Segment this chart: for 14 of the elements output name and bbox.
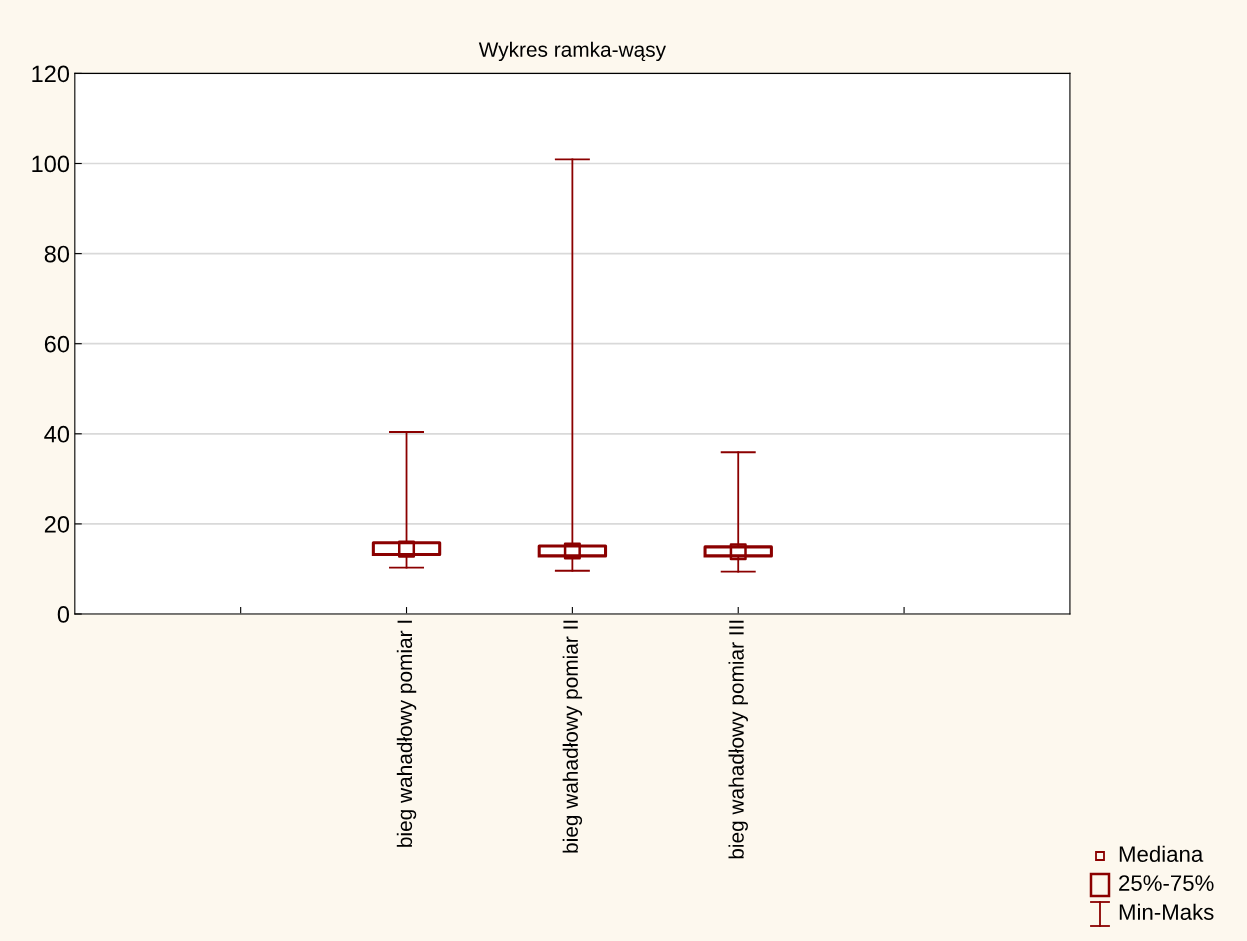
y-tick-label: 120 <box>32 65 70 83</box>
y-tick-label: 20 <box>44 515 70 533</box>
chart-title: Wykres ramka-wąsy <box>478 41 666 62</box>
y-tick-label: 40 <box>44 425 70 443</box>
x-tick-label: bieg wahadłowy pomiar III <box>728 620 748 859</box>
y-tick-label: 100 <box>32 155 70 173</box>
x-tick-label: bieg wahadłowy pomiar I <box>396 620 417 847</box>
y-tick-label: 0 <box>57 606 70 623</box>
text: 25%-75% <box>1119 875 1214 891</box>
y-tick-label: 60 <box>44 335 70 353</box>
y-tick-label: 80 <box>44 245 70 263</box>
x-tick-label: bieg wahadłowy pomiar II <box>562 620 583 853</box>
text: Mediana <box>1119 845 1204 862</box>
text: Min-Maks <box>1119 903 1214 920</box>
